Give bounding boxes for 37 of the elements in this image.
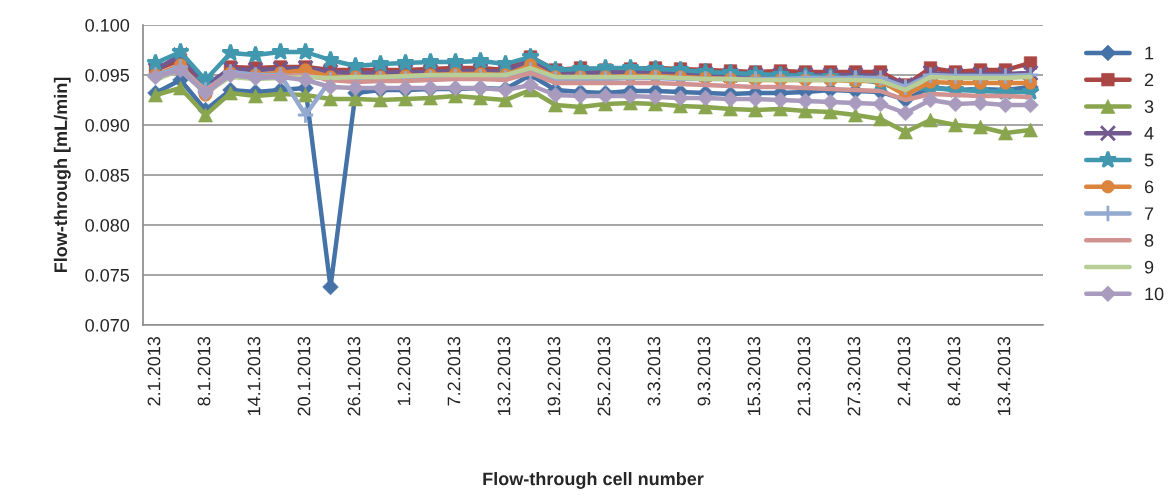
x-tick-label: 7.2.2013 [447, 336, 461, 406]
legend-label: 3 [1144, 100, 1154, 113]
x-tick-label: 25.2.2013 [597, 336, 611, 416]
x-axis-title: Flow-through cell number [483, 471, 704, 489]
legend-label: 4 [1144, 127, 1154, 140]
x-tick-label: 2.1.2013 [147, 336, 161, 406]
x-tick-label: 8.1.2013 [197, 336, 211, 406]
x-tick-label: 1.2.2013 [397, 336, 411, 406]
x-tick-label: 21.3.2013 [797, 336, 811, 416]
x-tick-label: 3.3.2013 [647, 336, 661, 406]
y-axis-title: Flow-through [mL/min] [53, 77, 71, 273]
y-tick-label: 0.090 [85, 118, 130, 132]
x-tick-label: 8.4.2013 [947, 336, 961, 406]
y-tick-label: 0.080 [85, 218, 130, 232]
x-tick-label: 15.3.2013 [747, 336, 761, 416]
legend-label: 2 [1144, 73, 1154, 86]
legend-label: 1 [1145, 46, 1154, 60]
y-tick-label: 0.100 [85, 18, 130, 32]
x-tick-label: 26.1.2013 [347, 336, 361, 416]
legend-label: 10 [1145, 287, 1164, 301]
x-tick-label: 27.3.2013 [847, 336, 861, 416]
legend-label: 8 [1144, 233, 1154, 247]
legend-label: 6 [1144, 180, 1154, 194]
x-tick-label: 14.1.2013 [247, 336, 261, 416]
x-tick-label: 20.1.2013 [297, 336, 311, 416]
y-tick-label: 0.095 [85, 68, 130, 82]
legend-label: 7 [1144, 207, 1154, 220]
x-tick-label: 19.2.2013 [547, 336, 561, 416]
x-tick-label: 2.4.2013 [897, 336, 911, 406]
x-tick-label: 9.3.2013 [697, 336, 711, 406]
legend-label: 9 [1144, 260, 1154, 274]
x-tick-label: 13.2.2013 [497, 336, 511, 416]
y-tick-label: 0.070 [85, 318, 130, 332]
y-tick-label: 0.075 [85, 268, 130, 282]
y-tick-label: 0.085 [85, 168, 130, 182]
x-tick-label: 13.4.2013 [997, 336, 1011, 416]
legend-label: 5 [1144, 153, 1154, 167]
